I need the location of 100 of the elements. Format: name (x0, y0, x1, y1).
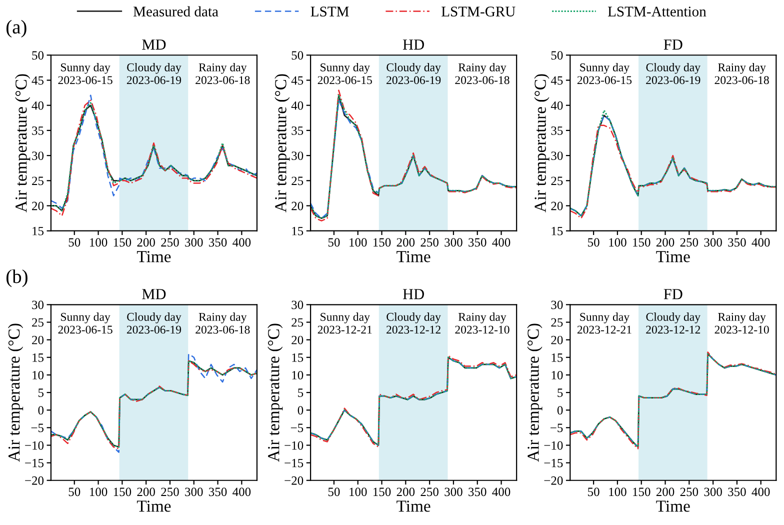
annotation: Cloudy day 2023-06-19 (126, 312, 182, 334)
y-tick-label: 15 (292, 226, 304, 236)
y-tick-label: 5 (38, 388, 44, 397)
annotation: Sunny day 2023-06-15 (577, 63, 632, 84)
x-tick-label: 250 (680, 488, 698, 496)
x-tick-label: 50 (588, 488, 600, 496)
y-tick-label: 5 (298, 388, 304, 397)
x-tick-label: 400 (752, 488, 770, 496)
annotation: Sunny day 2023-06-15 (58, 63, 112, 84)
y-tick-label: 40 (550, 101, 563, 110)
annotation: Rainy day 2023-12-10 (714, 312, 769, 334)
x-tick-label: 50 (328, 488, 340, 496)
y-tick-label: 20 (292, 336, 304, 344)
x-axis-title: Time (656, 500, 690, 512)
text: (a) (6, 20, 26, 38)
y-tick-label: 0 (38, 406, 44, 415)
x-tick-label: 150 (633, 238, 650, 247)
y-axis-title: Air temperature (°C) (534, 74, 550, 212)
chart-title: HD (402, 289, 424, 300)
x-tick-label: 200 (656, 238, 674, 247)
y-tick-label: 20 (292, 202, 304, 210)
chart-title: HD (402, 40, 424, 50)
chart-title: MD (142, 40, 166, 50)
x-tick-label: 50 (328, 238, 340, 247)
x-tick-label: 300 (444, 488, 462, 496)
x-tick-label: 300 (444, 238, 462, 247)
x-tick-label: 100 (90, 488, 108, 496)
y-tick-label: 40 (32, 101, 44, 110)
annotation: Sunny day 2023-06-15 (58, 312, 112, 334)
x-tick-label: 350 (728, 238, 746, 247)
x-axis-title: Time (396, 500, 430, 512)
y-tick-label: 35 (292, 126, 304, 135)
x-tick-label: 100 (350, 238, 367, 247)
y-tick-label: 30 (292, 152, 304, 160)
x-tick-label: 150 (114, 488, 132, 496)
x-tick-label: 200 (396, 238, 415, 247)
y-tick-label: 10 (552, 370, 563, 380)
x-tick-label: 50 (68, 488, 80, 496)
y-tick-label: 50 (292, 51, 304, 60)
y-tick-label: −20 (284, 476, 304, 485)
x-tick-label: 350 (468, 488, 486, 496)
x-tick-label: 400 (232, 238, 251, 247)
annotation: Cloudy day 2023-06-19 (386, 63, 441, 84)
y-tick-label: 30 (551, 152, 563, 160)
y-axis-title: Air temperature (°C) (274, 74, 290, 212)
y-tick-label: −10 (544, 441, 563, 450)
y-tick-label: 45 (291, 76, 304, 85)
x-tick-label: 300 (185, 488, 203, 496)
text: (b) (6, 269, 28, 288)
x-tick-label: 300 (704, 488, 722, 496)
y-tick-label: 45 (550, 76, 563, 85)
annotation: Cloudy day 2023-12-12 (386, 312, 441, 334)
x-tick-label: 100 (350, 488, 367, 496)
annotation: Rainy day 2023-06-18 (196, 312, 250, 334)
legend-label: Measured data (133, 6, 218, 16)
x-tick-label: 150 (633, 488, 650, 496)
annotation: Rainy day 2023-06-18 (196, 63, 250, 84)
x-tick-label: 350 (209, 238, 227, 247)
y-tick-label: 15 (552, 353, 563, 362)
y-axis-title: Air temperature (°C) (527, 324, 542, 462)
x-tick-label: 150 (373, 488, 391, 496)
annotation: Cloudy day 2023-06-19 (126, 63, 182, 84)
y-tick-label: 30 (551, 300, 563, 310)
y-tick-label: 20 (32, 336, 44, 344)
y-tick-label: 0 (298, 406, 304, 415)
x-axis-title: Time (136, 500, 171, 512)
y-tick-label: 50 (551, 51, 563, 60)
y-tick-label: 40 (291, 101, 304, 110)
x-axis-title: Time (136, 251, 171, 262)
y-tick-label: 15 (292, 353, 304, 362)
x-tick-label: 300 (185, 238, 203, 247)
y-tick-label: 25 (292, 318, 304, 327)
legend-label: LSTM (310, 6, 349, 16)
annotation: Rainy day 2023-12-10 (455, 312, 510, 334)
y-tick-label: 35 (551, 126, 563, 135)
annotation: Cloudy day 2023-12-12 (646, 312, 700, 334)
x-tick-label: 400 (492, 238, 510, 247)
y-tick-label: 30 (32, 300, 44, 310)
y-tick-label: 10 (292, 370, 304, 380)
chart-title: FD (664, 289, 682, 300)
legend-label: LSTM-GRU (442, 6, 516, 16)
y-tick-label: 25 (551, 176, 563, 186)
x-tick-label: 150 (373, 238, 391, 247)
y-tick-label: −5 (290, 424, 304, 432)
x-tick-label: 100 (90, 238, 108, 247)
annotation: Cloudy day 2023-06-19 (646, 63, 700, 84)
y-tick-label: −20 (25, 476, 44, 485)
x-axis-title: Time (656, 251, 690, 262)
x-tick-label: 100 (609, 488, 626, 496)
y-axis-title: Air temperature (°C) (15, 74, 30, 212)
y-axis-title: Air temperature (°C) (268, 324, 283, 462)
x-tick-label: 350 (209, 488, 227, 496)
x-tick-label: 250 (161, 238, 179, 247)
y-tick-label: 0 (557, 406, 563, 415)
x-tick-label: 250 (161, 488, 179, 496)
y-tick-label: −15 (284, 458, 304, 468)
legend-label: LSTM-Attention (608, 6, 706, 16)
y-tick-label: 45 (32, 76, 44, 85)
chart-title: MD (142, 289, 166, 300)
x-tick-label: 150 (114, 238, 132, 247)
